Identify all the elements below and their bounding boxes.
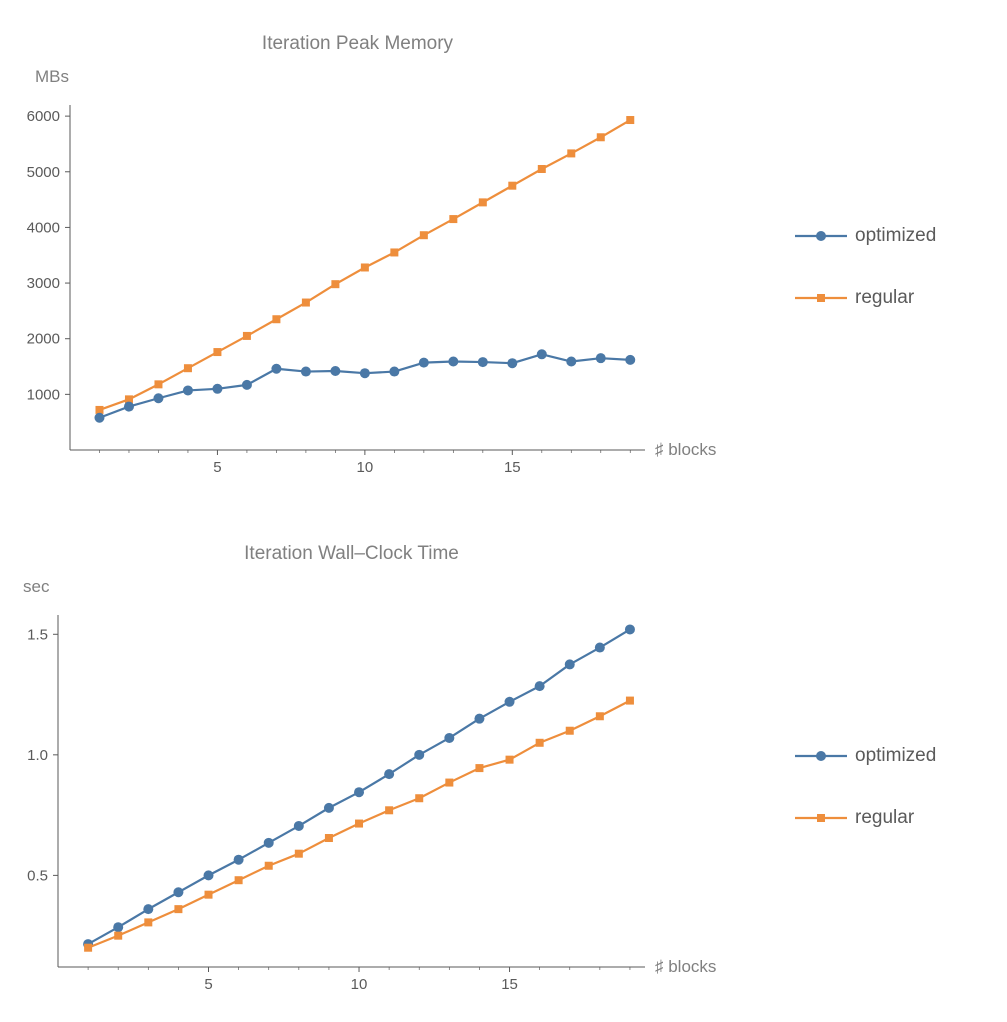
svg-text:5: 5 <box>204 976 212 993</box>
legend-item: regular <box>795 807 936 829</box>
svg-text:10: 10 <box>357 459 374 476</box>
legend-label: optimized <box>855 745 936 767</box>
legend-swatch <box>795 230 847 242</box>
legend-swatch <box>795 292 847 304</box>
legend-swatch <box>795 812 847 824</box>
legend-item: regular <box>795 287 936 309</box>
svg-text:10: 10 <box>351 976 368 993</box>
svg-text:15: 15 <box>504 459 521 476</box>
legend: optimized regular <box>795 745 936 829</box>
chart-memory-panel: Iteration Peak Memory MBs ♯ blocks 51015… <box>0 0 1007 520</box>
svg-text:4000: 4000 <box>27 219 60 236</box>
svg-text:6000: 6000 <box>27 108 60 125</box>
page: Iteration Peak Memory MBs ♯ blocks 51015… <box>0 0 1007 1022</box>
legend: optimized regular <box>795 225 936 309</box>
svg-text:1.0: 1.0 <box>27 747 48 764</box>
svg-text:3000: 3000 <box>27 275 60 292</box>
legend-label: regular <box>855 807 914 829</box>
chart-time-panel: Iteration Wall–Clock Time sec ♯ blocks 5… <box>0 520 1007 1022</box>
legend-label: optimized <box>855 225 936 247</box>
svg-text:1000: 1000 <box>27 386 60 403</box>
legend-swatch <box>795 750 847 762</box>
svg-text:0.5: 0.5 <box>27 867 48 884</box>
legend-item: optimized <box>795 225 936 247</box>
legend-item: optimized <box>795 745 936 767</box>
svg-text:2000: 2000 <box>27 331 60 348</box>
legend-label: regular <box>855 287 914 309</box>
svg-text:1.5: 1.5 <box>27 626 48 643</box>
svg-text:5: 5 <box>213 459 221 476</box>
svg-text:5000: 5000 <box>27 164 60 181</box>
svg-text:15: 15 <box>501 976 518 993</box>
